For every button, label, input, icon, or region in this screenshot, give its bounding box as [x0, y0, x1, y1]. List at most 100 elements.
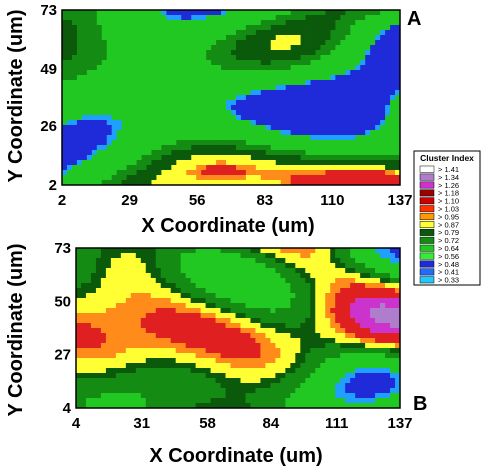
heatmap-cell [365, 333, 371, 339]
heatmap-cell [245, 120, 252, 126]
heatmap-cell [225, 343, 231, 349]
heatmap-cell [95, 258, 102, 264]
heatmap-cell [280, 313, 286, 319]
heatmap-cell [320, 20, 326, 26]
heatmap-cell [280, 10, 287, 16]
heatmap-cell [270, 160, 277, 166]
heatmap-cell [155, 388, 162, 394]
heatmap-cell [250, 165, 257, 171]
heatmap-cell [280, 70, 287, 76]
heatmap-cell [265, 303, 271, 309]
heatmap-cell [101, 70, 108, 76]
heatmap-cell [226, 25, 232, 31]
heatmap-cell [190, 303, 197, 309]
heatmap-cell [240, 253, 246, 259]
heatmap-cell [335, 80, 341, 86]
heatmap-cell [100, 378, 107, 384]
heatmap-cell [175, 288, 182, 294]
heatmap-cell [395, 348, 401, 354]
heatmap-cell [130, 348, 137, 354]
heatmap-cell [330, 303, 336, 309]
heatmap-cell [141, 65, 147, 71]
heatmap-cell [235, 15, 242, 21]
heatmap-cell [330, 263, 336, 269]
heatmap-cell [255, 358, 261, 364]
heatmap-cell [345, 115, 351, 121]
heatmap-cell [395, 398, 401, 404]
heatmap-cell [355, 180, 361, 186]
heatmap-cell [345, 160, 351, 166]
heatmap-cell [201, 15, 207, 21]
heatmap-cell [215, 328, 221, 334]
heatmap-cell [171, 65, 177, 71]
heatmap-cell [275, 323, 281, 329]
heatmap-cell [265, 253, 271, 259]
heatmap-cell [115, 368, 122, 374]
heatmap-cell [120, 283, 127, 289]
heatmap-cell [95, 253, 102, 259]
heatmap-cell [95, 333, 102, 339]
heatmap-cell [310, 388, 316, 394]
heatmap-cell [146, 160, 152, 166]
heatmap-cell [141, 75, 147, 81]
heatmap-cell [265, 373, 271, 379]
heatmap-cell [245, 160, 252, 166]
heatmap-cell [100, 358, 107, 364]
heatmap-cell [320, 135, 326, 141]
heatmap-cell [375, 160, 381, 166]
legend-swatch [419, 252, 435, 260]
heatmap-cell [235, 75, 242, 81]
heatmap-cell [315, 288, 321, 294]
heatmap-cell [111, 30, 118, 36]
heatmap-cell [125, 333, 132, 339]
heatmap-cell [71, 35, 78, 41]
heatmap-cell [156, 25, 162, 31]
heatmap-cell [295, 363, 301, 369]
heatmap-cell [150, 368, 157, 374]
heatmap-cell [211, 100, 217, 106]
heatmap-cell [270, 80, 277, 86]
heatmap-cell [270, 298, 276, 304]
heatmap-cell [345, 343, 351, 349]
heatmap-cell [125, 358, 132, 364]
heatmap-cell [290, 110, 297, 116]
heatmap-cell [395, 283, 401, 289]
heatmap-cell [380, 165, 386, 171]
y-tick-label: 73 [54, 240, 71, 257]
heatmap-cell [310, 313, 316, 319]
heatmap-cell [260, 10, 267, 16]
heatmap-cell [375, 85, 381, 91]
heatmap-cell [85, 318, 92, 324]
heatmap-cell [265, 343, 271, 349]
heatmap-cell [255, 50, 262, 56]
heatmap-cell [181, 75, 187, 81]
heatmap-cell [325, 175, 331, 181]
heatmap-cell [116, 115, 123, 121]
heatmap-cell [125, 353, 132, 359]
heatmap-cell [320, 273, 326, 279]
heatmap-cell [120, 248, 127, 254]
heatmap-cell [265, 278, 271, 284]
heatmap-cell [330, 338, 336, 344]
heatmap-cell [370, 130, 376, 136]
heatmap-cell [226, 45, 232, 51]
heatmap-cell [106, 130, 113, 136]
heatmap-cell [221, 165, 227, 171]
heatmap-cell [280, 175, 287, 181]
heatmap-cell [340, 388, 346, 394]
heatmap-cell [325, 348, 331, 354]
heatmap-cell [265, 125, 272, 131]
heatmap-cell [185, 263, 192, 269]
heatmap-cell [255, 120, 262, 126]
heatmap-cell [66, 10, 73, 16]
heatmap-cell [90, 258, 97, 264]
heatmap-cell [81, 105, 88, 111]
heatmap-cell [380, 293, 386, 299]
heatmap-cell [185, 343, 192, 349]
heatmap-cell [176, 160, 182, 166]
heatmap-cell [325, 378, 331, 384]
heatmap-cell [205, 308, 211, 314]
heatmap-cell [335, 253, 341, 259]
heatmap-cell [160, 378, 167, 384]
heatmap-cell [106, 60, 113, 66]
